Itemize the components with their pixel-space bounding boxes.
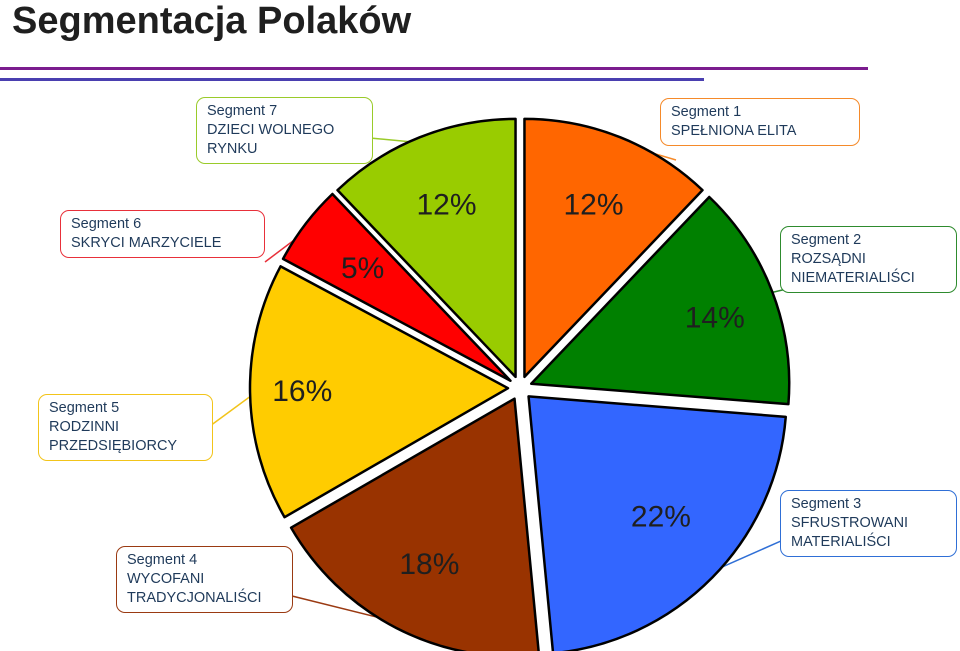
callout-segment-number: Segment 5: [49, 400, 120, 416]
pie-slice-3: [527, 395, 787, 651]
callout-segment-5: Segment 5 RODZINNI PRZEDSIĘBIORCY: [38, 394, 213, 461]
callout-segment-name-2: MATERIALIŚCI: [791, 534, 891, 550]
pie-slice-5: [248, 265, 510, 519]
callout-segment-number: Segment 4: [127, 552, 198, 568]
pie-label-5: 16%: [272, 375, 332, 408]
pie-label-6: 5%: [341, 252, 384, 285]
pie-label-2: 14%: [685, 301, 745, 334]
pie-label-7: 12%: [416, 188, 476, 221]
callout-segment-7: Segment 7 DZIECI WOLNEGO RYNKU: [196, 97, 373, 164]
page-title: Segmentacja Polaków: [12, 0, 412, 42]
callout-segment-3: Segment 3 SFRUSTROWANI MATERIALIŚCI: [780, 490, 957, 557]
pie-labels: 12% 14% 22% 18% 16% 5% 12%: [272, 188, 745, 580]
callout-segment-number: Segment 1: [671, 104, 742, 120]
callout-segment-2: Segment 2 ROZSĄDNI NIEMATERIALIŚCI: [780, 226, 957, 293]
callout-segment-name: RODZINNI: [49, 419, 120, 435]
pie-slice-2: [529, 195, 791, 406]
callout-connector-5: [209, 391, 257, 427]
callout-segment-name: SFRUSTROWANI: [791, 515, 909, 531]
pie-slice-4: [289, 397, 540, 651]
callout-segment-name: SKRYCI MARZYCIELE: [71, 235, 222, 251]
callout-segment-name-2: PRZEDSIĘBIORCY: [49, 438, 178, 454]
title-rule-purple: [0, 67, 868, 70]
pie-label-4: 18%: [399, 548, 459, 581]
pie-slice-1: [523, 117, 704, 379]
pie-slices: [248, 117, 791, 651]
title-rule-blue: [0, 78, 704, 81]
callout-segment-4: Segment 4 WYCOFANI TRADYCJONALIŚCI: [116, 546, 293, 613]
pie-label-1: 12%: [563, 188, 623, 221]
callout-segment-name: ROZSĄDNI: [791, 251, 866, 267]
pie-label-3: 22%: [631, 501, 691, 534]
callout-segment-number: Segment 6: [71, 216, 142, 232]
callout-segment-name-2: NIEMATERIALIŚCI: [791, 270, 915, 286]
callout-segment-name: SPEŁNIONA ELITA: [671, 123, 797, 139]
callout-segment-number: Segment 3: [791, 496, 862, 512]
callout-segment-name: DZIECI WOLNEGO: [207, 122, 335, 138]
callout-segment-1: Segment 1 SPEŁNIONA ELITA: [660, 98, 860, 146]
callout-segment-number: Segment 7: [207, 103, 278, 119]
callout-segment-6: Segment 6 SKRYCI MARZYCIELE: [60, 210, 265, 258]
callout-segment-number: Segment 2: [791, 232, 862, 248]
pie-slice-6: [281, 192, 512, 382]
callout-segment-name: WYCOFANI: [127, 571, 205, 587]
callout-segment-name-2: TRADYCJONALIŚCI: [127, 590, 262, 606]
pie-slice-7: [336, 117, 517, 379]
callout-segment-name-2: RYNKU: [207, 141, 258, 157]
